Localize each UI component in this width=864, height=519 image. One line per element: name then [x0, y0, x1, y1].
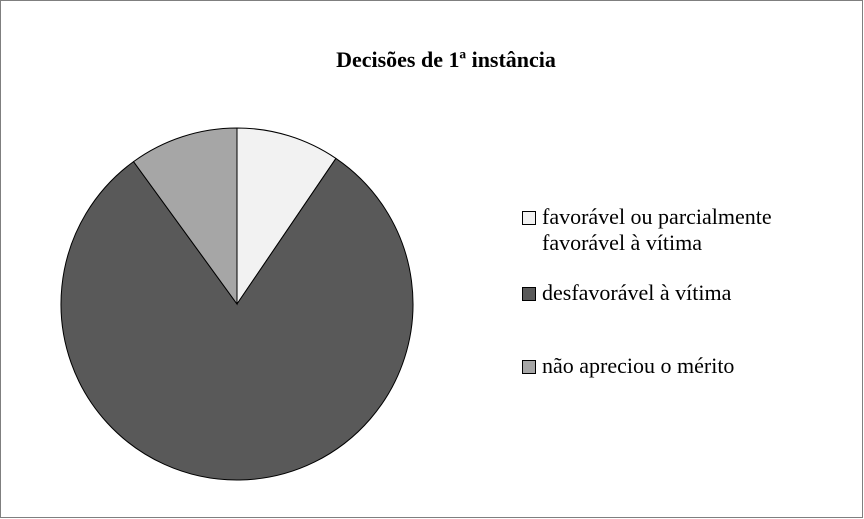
legend-label: desfavorável à vítima	[542, 280, 732, 305]
pie-slice	[60, 157, 414, 481]
pie-slice	[236, 127, 337, 306]
legend-item: não apreciou o mérito	[522, 353, 822, 379]
legend-label: favorável ou parcialmente favorável à ví…	[542, 204, 772, 255]
legend-item: desfavorável à vítima	[522, 280, 822, 306]
legend-swatch	[522, 360, 536, 374]
pie-slice	[132, 127, 238, 306]
chart-title: Decisões de 1ª instância	[336, 47, 556, 72]
legend-swatch	[522, 211, 536, 225]
legend-item: favorável ou parcialmente favorável à ví…	[522, 204, 822, 256]
legend-label: não apreciou o mérito	[542, 353, 735, 378]
legend-swatch	[522, 287, 536, 301]
